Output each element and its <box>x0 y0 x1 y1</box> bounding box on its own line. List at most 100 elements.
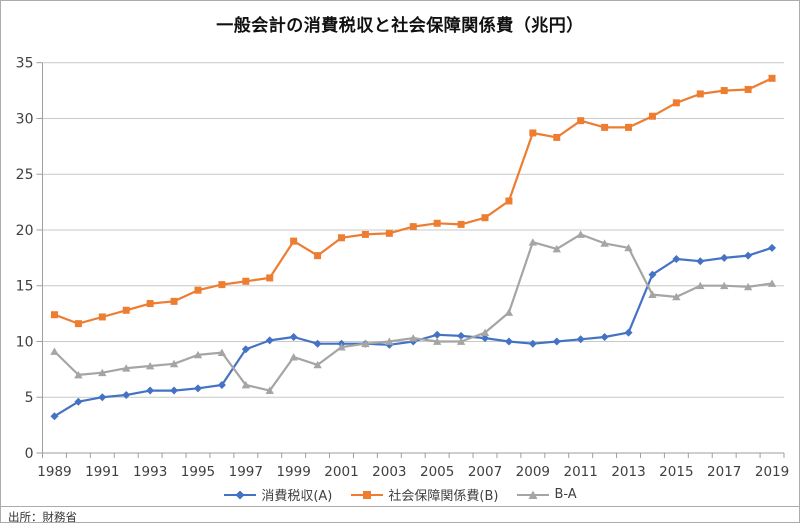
legend-label-b-minus-a: B-A <box>554 487 577 502</box>
legend-label-consumption-tax: 消費税収(A) <box>261 489 333 504</box>
marker-diamond <box>504 337 513 346</box>
line-diamond-marker-icon <box>224 490 257 499</box>
y-axis-label: 35 <box>16 56 34 72</box>
marker-triangle <box>361 339 370 348</box>
marker-diamond <box>265 336 274 345</box>
marker-triangle <box>504 308 514 316</box>
marker-diamond <box>433 330 442 339</box>
chart-legend: 消費税収(A) 社会保障関係費(B) B-A <box>1 485 799 504</box>
marker-triangle <box>337 343 346 351</box>
legend-label-social-security: 社会保障関係費(B) <box>388 489 499 504</box>
marker-triangle <box>767 279 777 287</box>
marker-triangle <box>50 347 59 355</box>
marker-square <box>98 313 106 321</box>
x-axis-label: 2015 <box>659 464 693 480</box>
y-axis-label: 10 <box>16 334 34 350</box>
marker-triangle <box>696 281 705 290</box>
line-chart-plot-area: 0 5 10 15 20 25 30 35 1989 1991 1993 1995 1997 1999 20… <box>16 56 790 480</box>
marker-triangle <box>528 238 538 246</box>
x-axis-label: 1999 <box>276 464 310 480</box>
marker-diamond <box>217 380 226 389</box>
series-line-1 <box>53 77 774 325</box>
chart-title: 一般会計の消費税収と社会保障関係費（兆円） <box>216 16 584 36</box>
marker-triangle <box>480 328 490 336</box>
marker-diamond <box>720 253 729 262</box>
marker-triangle <box>313 360 322 369</box>
marker-triangle <box>265 386 274 394</box>
x-axis-label: 2003 <box>372 464 406 480</box>
marker-diamond <box>648 270 657 279</box>
marker-square <box>672 99 680 107</box>
marker-diamond <box>576 335 585 344</box>
marker-triangle <box>743 282 753 291</box>
x-axis-label: 1991 <box>85 464 119 480</box>
legend-item-social-security: 社会保障関係費(B) <box>350 485 498 504</box>
marker-triangle <box>193 350 203 359</box>
x-axis-label: 2019 <box>755 464 789 480</box>
marker-square <box>361 230 369 238</box>
marker-square <box>50 311 58 319</box>
marker-diamond <box>457 331 466 340</box>
x-axis-label: 1993 <box>133 464 167 480</box>
marker-diamond <box>696 257 705 266</box>
marker-triangle <box>98 368 107 377</box>
source-note: 出所：財務省 <box>8 510 77 523</box>
marker-triangle <box>576 230 585 238</box>
marker-diamond <box>744 251 753 260</box>
marker-diamond <box>98 393 107 402</box>
legend-item-b-minus-a: B-A <box>516 487 577 502</box>
y-axis-label: 30 <box>16 111 34 127</box>
marker-square <box>266 274 274 282</box>
marker-square <box>218 281 226 289</box>
marker-triangle <box>385 337 394 345</box>
x-axis-label: 2017 <box>707 464 741 480</box>
series-line-2 <box>53 233 774 392</box>
marker-diamond <box>122 391 131 400</box>
x-axis-label: 2005 <box>420 464 454 480</box>
y-axis-label: 0 <box>25 446 34 462</box>
marker-triangle <box>289 353 298 361</box>
marker-triangle <box>145 362 155 370</box>
marker-square <box>290 237 298 245</box>
footer-divider <box>1 506 799 507</box>
series-line-0 <box>53 246 774 418</box>
marker-diamond <box>481 334 490 343</box>
marker-triangle <box>456 337 466 345</box>
marker-diamond <box>600 333 609 342</box>
marker-diamond <box>50 412 59 421</box>
marker-diamond <box>768 243 777 252</box>
y-axis-label: 25 <box>16 167 34 183</box>
x-axis-label: 1995 <box>181 464 215 480</box>
x-axis-label: 1989 <box>37 464 71 480</box>
marker-square <box>696 90 704 98</box>
marker-diamond <box>146 386 155 395</box>
marker-diamond <box>313 339 322 348</box>
x-axis-label: 2001 <box>324 464 358 480</box>
marker-square <box>505 197 513 205</box>
marker-square <box>720 87 728 95</box>
marker-square <box>457 220 465 228</box>
marker-square <box>481 214 489 222</box>
x-axis-label: 2013 <box>611 464 645 480</box>
marker-square <box>385 229 393 237</box>
x-axis-label: 2009 <box>516 464 550 480</box>
marker-diamond <box>552 337 561 346</box>
marker-square <box>170 297 178 305</box>
marker-square <box>122 306 130 314</box>
marker-diamond <box>170 386 179 395</box>
marker-triangle <box>122 364 131 372</box>
marker-triangle <box>552 244 561 253</box>
marker-triangle <box>648 290 657 299</box>
marker-square <box>314 252 322 260</box>
marker-square <box>433 219 441 227</box>
y-axis-label: 20 <box>16 223 34 239</box>
marker-square <box>648 112 656 120</box>
marker-triangle <box>432 337 442 345</box>
marker-square <box>337 234 345 242</box>
marker-square <box>146 300 154 308</box>
x-axis-label: 1997 <box>229 464 263 480</box>
marker-triangle <box>720 281 729 290</box>
marker-diamond <box>193 384 202 393</box>
line-square-marker-icon <box>351 490 384 499</box>
